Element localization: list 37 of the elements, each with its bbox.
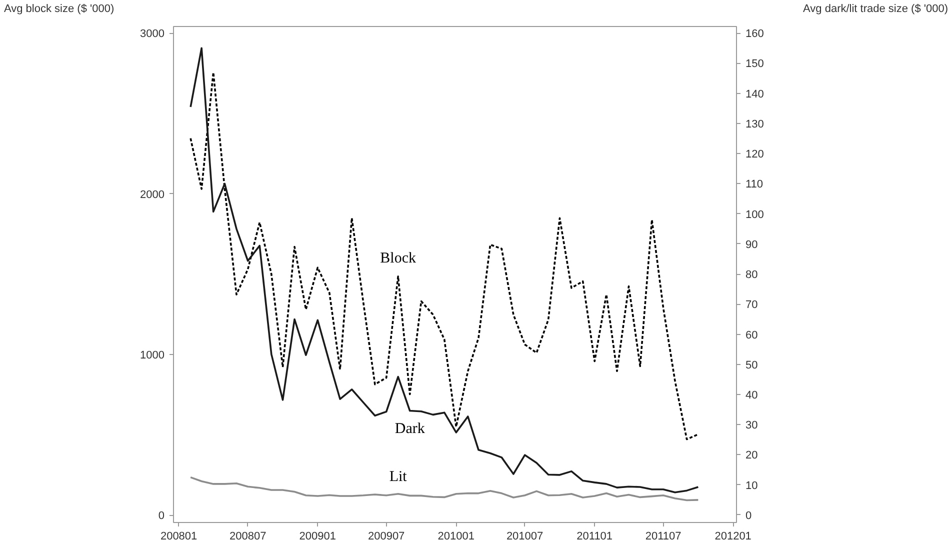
x-tick-label: 200801 — [160, 530, 198, 542]
line-series — [190, 47, 700, 494]
series-label: Block — [380, 250, 417, 266]
y2-tick-label: 100 — [746, 208, 764, 221]
y2-axis-title: Avg dark/lit trade size ($ '000) — [803, 2, 948, 17]
y2-tick-label: 60 — [746, 329, 758, 342]
x-tick-label: 201107 — [645, 530, 682, 542]
y2-tick-label: 130 — [746, 118, 764, 130]
x-tick-label: 201101 — [576, 530, 613, 542]
y2-tick-label: 50 — [746, 359, 758, 372]
y2-tick-label: 150 — [746, 58, 764, 70]
x-tick-label: 200807 — [230, 530, 266, 542]
x-tick-label: 200907 — [368, 530, 405, 542]
line-series — [190, 72, 700, 440]
y-tick-label: 3000 — [140, 28, 165, 40]
x-tick-label: 201007 — [506, 530, 544, 542]
y-tick-label: 1000 — [140, 349, 165, 362]
y2-tick-label: 20 — [746, 450, 758, 462]
y2-tick-label: 160 — [746, 28, 764, 40]
series-label: Dark — [394, 420, 426, 437]
y2-tick-label: 30 — [746, 420, 758, 432]
series-label: Lit — [389, 468, 408, 485]
y-axis-title: Avg block size ($ '000) — [4, 2, 114, 17]
y2-tick-label: 40 — [746, 390, 758, 402]
x-tick-label: 201001 — [438, 530, 475, 542]
y2-tick-label: 140 — [746, 88, 764, 100]
x-tick-label: 201201 — [714, 530, 752, 542]
y2-tick-label: 10 — [746, 480, 758, 492]
y2-tick-label: 90 — [746, 238, 758, 251]
y-tick-label: 0 — [158, 510, 165, 522]
y2-tick-label: 0 — [746, 510, 752, 522]
y2-tick-label: 70 — [746, 299, 758, 312]
y2-tick-label: 120 — [746, 148, 764, 161]
y2-tick-label: 110 — [746, 178, 764, 191]
y-tick-label: 2000 — [140, 188, 165, 201]
x-tick-label: 200901 — [299, 530, 336, 542]
y2-tick-label: 80 — [746, 269, 758, 282]
